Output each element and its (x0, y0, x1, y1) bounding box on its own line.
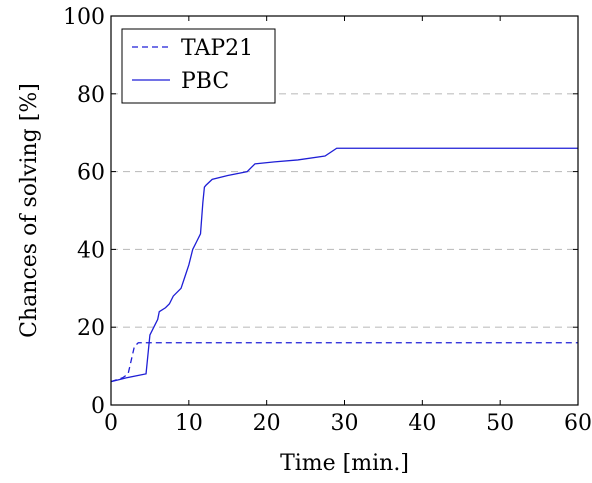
y-tick-label-80: 80 (77, 83, 105, 108)
series-line-pbc (110, 147, 578, 383)
grid-lines (111, 93, 578, 328)
x-tick-label-10: 10 (175, 411, 203, 436)
x-tick-label-30: 30 (331, 411, 359, 436)
x-tick-label-40: 40 (408, 411, 436, 436)
series-lines (110, 147, 578, 383)
y-axis-label: Chances of solving [%] (17, 83, 42, 338)
y-tick-label-60: 60 (77, 161, 105, 186)
x-tick-label-20: 20 (253, 411, 281, 436)
legend: TAP21 PBC (121, 28, 276, 104)
y-tick-label-0: 0 (91, 394, 105, 419)
legend-label-tap21: TAP21 (181, 36, 253, 61)
y-axis-ticks: 0 20 40 60 80 100 (63, 5, 578, 419)
y-tick-label-20: 20 (77, 316, 105, 341)
x-axis-label: Time [min.] (280, 451, 409, 476)
series-line-tap21 (110, 342, 578, 383)
y-tick-label-100: 100 (63, 5, 105, 30)
x-tick-label-60: 60 (564, 411, 592, 436)
plot-frame (110, 15, 579, 406)
y-tick-label-40: 40 (77, 238, 105, 263)
legend-box (121, 28, 276, 104)
x-tick-label-0: 0 (104, 411, 118, 436)
x-tick-label-50: 50 (486, 411, 514, 436)
x-axis-ticks: 0 10 20 30 40 50 60 (104, 16, 592, 436)
legend-label-pbc: PBC (181, 69, 229, 94)
